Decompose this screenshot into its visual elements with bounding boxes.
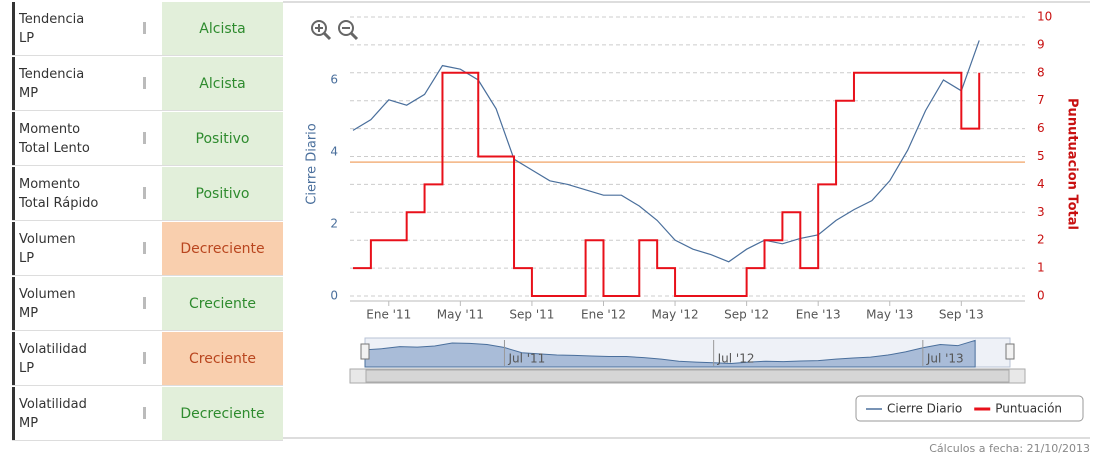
label-line: Volatilidad xyxy=(19,342,87,357)
scrollbar-thumb[interactable] xyxy=(365,369,1010,383)
row-label: Momento Total Lento xyxy=(12,112,162,165)
info-icon[interactable] xyxy=(143,352,146,364)
label-line: LP xyxy=(19,251,35,266)
label-line: MP xyxy=(19,306,39,321)
navigator-label: Jul '12 xyxy=(717,352,755,366)
table-row: Tendencia MP Alcista xyxy=(12,57,283,111)
table-row: Volatilidad MP Decreciente xyxy=(12,387,283,441)
label-line: Tendencia xyxy=(19,67,85,82)
row-value: Creciente xyxy=(162,332,283,385)
navigator-handle[interactable] xyxy=(1005,343,1015,360)
row-label: Tendencia MP xyxy=(12,57,162,110)
row-value: Alcista xyxy=(162,57,283,110)
legend xyxy=(855,395,1084,422)
series-line xyxy=(352,40,980,263)
label-line: Total Lento xyxy=(19,141,90,156)
y2-tick-label: 8 xyxy=(1037,65,1045,79)
info-icon[interactable] xyxy=(143,297,146,309)
y2-tick-label: 0 xyxy=(1037,289,1045,303)
x-tick-label: Sep '11 xyxy=(509,308,554,322)
table-row: Volumen MP Creciente xyxy=(12,277,283,331)
info-icon[interactable] xyxy=(143,242,146,254)
navigator-area xyxy=(364,339,976,368)
label-line: Volatilidad xyxy=(19,397,87,412)
label-line: Momento xyxy=(19,122,81,137)
navigator-label: Jul '11 xyxy=(507,352,545,366)
label-line: MP xyxy=(19,86,39,101)
label-line: Tendencia xyxy=(19,12,85,27)
x-tick-label: Ene '12 xyxy=(581,308,626,322)
row-label: Volumen MP xyxy=(12,277,162,330)
info-icon[interactable] xyxy=(143,77,146,89)
legend-label: Cierre Diario xyxy=(887,402,962,416)
row-label: Momento Total Rápido xyxy=(12,167,162,220)
x-tick-label: May '11 xyxy=(437,308,484,322)
row-value: Positivo xyxy=(162,167,283,220)
navigator-label: Jul '13 xyxy=(926,352,964,366)
table-row: Volatilidad LP Creciente xyxy=(12,332,283,386)
y-axis-title: Cierre Diario xyxy=(305,123,320,205)
info-icon[interactable] xyxy=(143,22,146,34)
footer: Cálculos a fecha: 21/10/2013 xyxy=(929,442,1090,455)
row-label: Tendencia LP xyxy=(12,2,162,55)
info-icon[interactable] xyxy=(143,132,146,144)
label-line: Total Rápido xyxy=(19,196,99,211)
x-tick-label: Sep '13 xyxy=(939,308,984,322)
indicator-table: Tendencia LP Alcista Tendencia MP Alcista Mome… xyxy=(12,2,283,442)
y-tick-label: 2 xyxy=(330,217,338,231)
row-label: Volumen LP xyxy=(12,222,162,275)
y2-tick-label: 3 xyxy=(1037,205,1045,219)
x-tick-label: Ene '13 xyxy=(796,308,841,322)
legend-label: Puntuación xyxy=(995,402,1062,416)
y2-axis-title: Punutuacion Total xyxy=(1065,98,1080,230)
row-value: Decreciente xyxy=(162,387,283,440)
y2-tick-label: 7 xyxy=(1037,93,1045,107)
info-icon[interactable] xyxy=(143,187,146,199)
row-label: Volatilidad LP xyxy=(12,332,162,385)
row-value: Alcista xyxy=(162,2,283,55)
y2-tick-label: 5 xyxy=(1037,149,1045,163)
y2-tick-label: 4 xyxy=(1037,177,1045,191)
table-row: Momento Total Rápido Positivo xyxy=(12,167,283,221)
y2-tick-label: 1 xyxy=(1037,261,1045,275)
info-icon[interactable] xyxy=(143,407,146,419)
x-tick-label: May '13 xyxy=(866,308,913,322)
label-line: Momento xyxy=(19,177,81,192)
zoom-out[interactable] xyxy=(338,20,359,41)
series-line xyxy=(353,71,981,297)
row-value: Positivo xyxy=(162,112,283,165)
table-row: Momento Total Lento Positivo xyxy=(12,112,283,166)
label-line: LP xyxy=(19,361,35,376)
label-line: MP xyxy=(19,416,39,431)
label-line: Volumen xyxy=(19,232,76,247)
row-label: Volatilidad MP xyxy=(12,387,162,440)
y2-tick-label: 10 xyxy=(1037,10,1052,24)
row-value: Creciente xyxy=(162,277,283,330)
x-tick-label: May '12 xyxy=(651,308,698,322)
x-tick-label: Sep '12 xyxy=(724,308,769,322)
y-tick-label: 6 xyxy=(330,73,338,87)
zoom-in[interactable] xyxy=(311,20,332,41)
y2-tick-label: 6 xyxy=(1037,121,1045,135)
table-row: Volumen LP Decreciente xyxy=(12,222,283,276)
navigator-handle[interactable] xyxy=(360,343,370,360)
y-tick-label: 0 xyxy=(330,289,338,303)
y2-tick-label: 2 xyxy=(1037,233,1045,247)
label-line: Volumen xyxy=(19,287,76,302)
y2-tick-label: 9 xyxy=(1037,37,1045,51)
row-value: Decreciente xyxy=(162,222,283,275)
y-tick-label: 4 xyxy=(330,145,338,159)
label-line: LP xyxy=(19,31,35,46)
x-tick-label: Ene '11 xyxy=(366,308,411,322)
table-row: Tendencia LP Alcista xyxy=(12,2,283,56)
